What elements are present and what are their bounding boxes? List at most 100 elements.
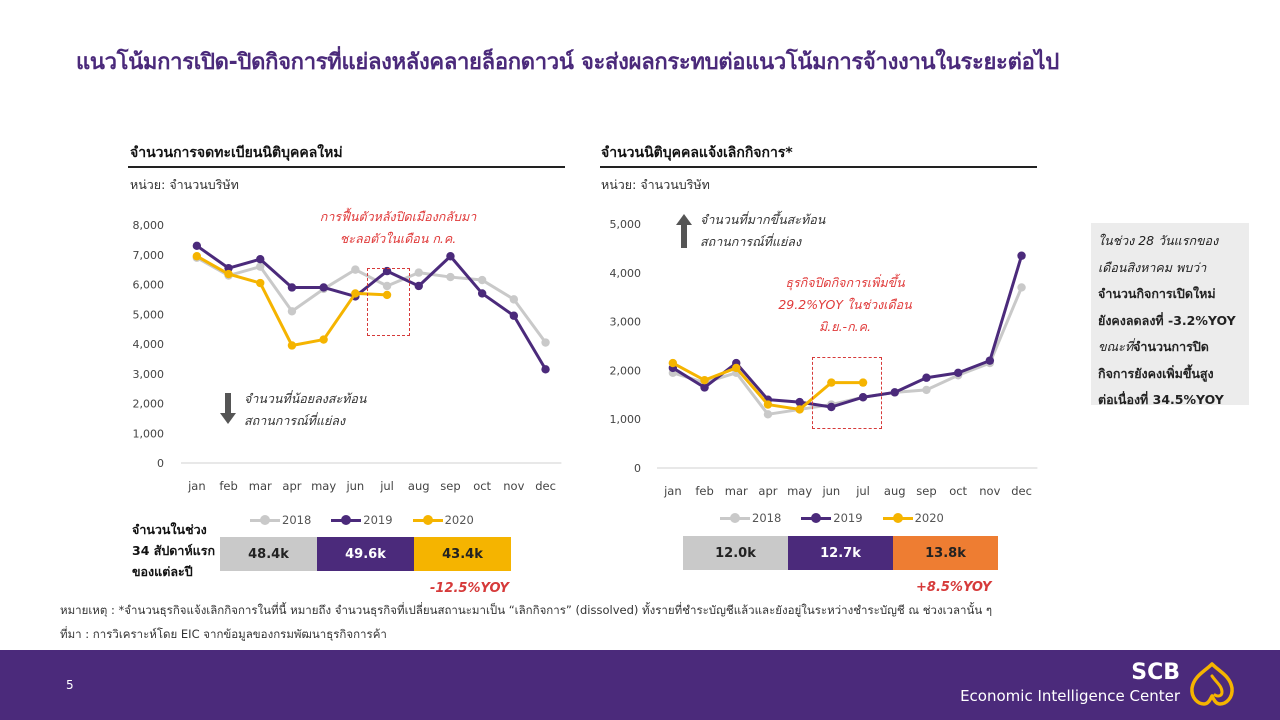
left-series-2018-point: [509, 295, 519, 304]
right-y-tick-label: 0: [634, 462, 641, 475]
right-annotation-closures-line1: ธุรกิจปิดกิจการเพิ่มขึ้น: [785, 275, 905, 290]
up-arrow-icon: [676, 214, 692, 248]
right-series-2018-point: [922, 385, 931, 395]
left-series-2019-point: [477, 289, 487, 298]
right-chart-unit: หน่วย: จำนวนบริษัท: [601, 177, 710, 192]
left-y-tick-label: 5,000: [133, 308, 165, 321]
right-series-2019-point: [1017, 251, 1026, 260]
left-x-tick-label: feb: [219, 479, 237, 493]
left-series-2018-point: [351, 265, 360, 274]
left-series-2019-point: [541, 365, 550, 374]
left-series-2019-point: [224, 263, 233, 273]
legend-2018-swatch: [250, 515, 280, 525]
right-x-tick-label: oct: [949, 484, 967, 498]
left-side-label: จำนวนในช่วง 34 สัปดาห์แรก ของแต่ละปี: [132, 519, 215, 582]
left-x-tick-label: jun: [345, 479, 364, 493]
right-y-tick-label: 5,000: [610, 218, 642, 231]
right-series-2018-point: [1017, 283, 1026, 292]
scb-logo-icon: [1190, 662, 1234, 706]
brand-subtitle: Economic Intelligence Center: [960, 687, 1180, 705]
legend-2020-swatch: [412, 515, 443, 525]
left-series-2020-point: [256, 278, 265, 288]
right-series-2020-point: [763, 400, 773, 409]
left-annotation-recovery: การฟื้นตัวหลังปิดเมืองกลับมา ชะลอตัวในเด…: [298, 206, 498, 250]
left-series-2019-point: [382, 266, 392, 276]
right-annotation-increase: จำนวนที่มากขึ้นสะท้อน สถานการณ์ที่แย่ลง: [700, 209, 825, 253]
legend-2018-label: 2018: [282, 513, 312, 527]
left-total-2020: 43.4k: [414, 537, 511, 571]
right-x-tick-label: jan: [663, 484, 682, 498]
right-x-tick-label: aug: [884, 484, 906, 498]
left-series-2019-point: [192, 241, 202, 251]
left-series-2019-point: [319, 283, 328, 292]
brand-name: SCB: [1131, 660, 1180, 685]
left-x-tick-label: mar: [249, 479, 272, 493]
right-x-tick-label: mar: [725, 484, 748, 498]
left-x-tick-label: nov: [503, 479, 524, 493]
left-y-tick-label: 3,000: [133, 368, 165, 381]
right-total-2020: 13.8k: [893, 536, 998, 570]
right-chart-rule: [600, 166, 1037, 168]
left-total-2019: 49.6k: [317, 537, 414, 571]
summary-line-3: จำนวนกิจการเปิดใหม่: [1098, 286, 1216, 301]
left-series-2018-point: [446, 272, 455, 282]
left-annotation-decline-line2: สถานการณ์ที่แย่ลง: [244, 413, 346, 428]
legend-2019-swatch: [331, 515, 362, 525]
right-legend-2018-swatch: [720, 513, 750, 523]
left-series-2018-point: [382, 281, 392, 291]
footnote-note: หมายเหตุ : *จำนวนธุรกิจแจ้งเลิกกิจการในท…: [60, 603, 993, 617]
right-series-2019-line: [672, 255, 1023, 409]
right-x-tick-label: sep: [916, 484, 936, 498]
right-series-2020-point: [795, 405, 804, 414]
footnote-source: ที่มา : การวิเคราะห์โดย EIC จากข้อมูลของ…: [60, 627, 387, 641]
right-x-tick-label: jul: [855, 484, 870, 498]
left-total-boxes: 48.4k 49.6k 43.4k: [220, 537, 511, 571]
legend-2018: 2018: [250, 513, 311, 527]
legend-2019: 2019: [331, 513, 393, 527]
right-series-2019-point: [700, 383, 709, 392]
left-annotation-decline-line1: จำนวนที่น้อยลงสะท้อน: [244, 391, 367, 406]
right-series-2020-point: [858, 378, 868, 387]
right-legend-2019-label: 2019: [833, 511, 863, 525]
left-x-tick-label: apr: [282, 479, 301, 493]
left-chart-rule: [128, 166, 565, 168]
summary-line-6: กิจการยังคงเพิ่มขึ้นสูง: [1098, 365, 1214, 381]
legend-2019-label: 2019: [363, 513, 393, 527]
right-series-2019-point: [858, 393, 868, 402]
right-series-2019-point: [953, 368, 963, 378]
left-y-tick-label: 7,000: [133, 249, 165, 262]
left-series-2020-point: [382, 290, 392, 300]
right-series-2019-point: [827, 402, 836, 412]
summary-line-2: เดือนสิงหาคม พบว่า: [1098, 259, 1207, 275]
right-series-2018-point: [763, 410, 773, 419]
left-x-tick-label: may: [311, 479, 336, 493]
left-series-2019-point: [446, 252, 455, 261]
right-annotation-increase-line1: จำนวนที่มากขึ้นสะท้อน: [700, 212, 826, 227]
right-legend-2020: 2020: [882, 511, 944, 525]
left-series-2019-point: [256, 255, 265, 264]
left-yoy: -12.5%YOY: [430, 581, 509, 596]
left-y-tick-label: 0: [157, 457, 164, 470]
left-y-tick-label: 4,000: [133, 338, 165, 351]
right-total-boxes: 12.0k 12.7k 13.8k: [683, 536, 998, 570]
left-series-2019-point: [287, 283, 297, 292]
right-chart-title: จำนวนนิติบุคคลแจ้งเลิกกิจการ*: [601, 145, 793, 161]
left-side-label-line3: ของแต่ละปี: [132, 564, 193, 579]
right-legend-2020-label: 2020: [914, 511, 944, 525]
left-x-tick-label: jan: [187, 479, 206, 493]
left-series-2019-line: [195, 244, 547, 371]
legend-2020: 2020: [412, 513, 474, 527]
left-x-tick-label: sep: [440, 479, 460, 493]
summary-callout: ในช่วง 28 วันแรกของ เดือนสิงหาคม พบว่า จ…: [1091, 223, 1249, 407]
left-series-2020-point: [287, 341, 297, 350]
left-series-2018-point: [287, 307, 297, 316]
left-x-tick-label: dec: [535, 479, 556, 493]
left-y-tick-label: 8,000: [133, 219, 165, 232]
left-series-2019-point: [509, 311, 519, 320]
left-series-2020-point: [192, 252, 202, 261]
left-series-2020-point: [351, 289, 360, 298]
footer-bar: 5 SCB Economic Intelligence Center: [0, 650, 1280, 720]
left-annotation-recovery-line2: ชะลอตัวในเดือน ก.ค.: [339, 231, 457, 246]
right-series-2019-point: [890, 388, 899, 397]
